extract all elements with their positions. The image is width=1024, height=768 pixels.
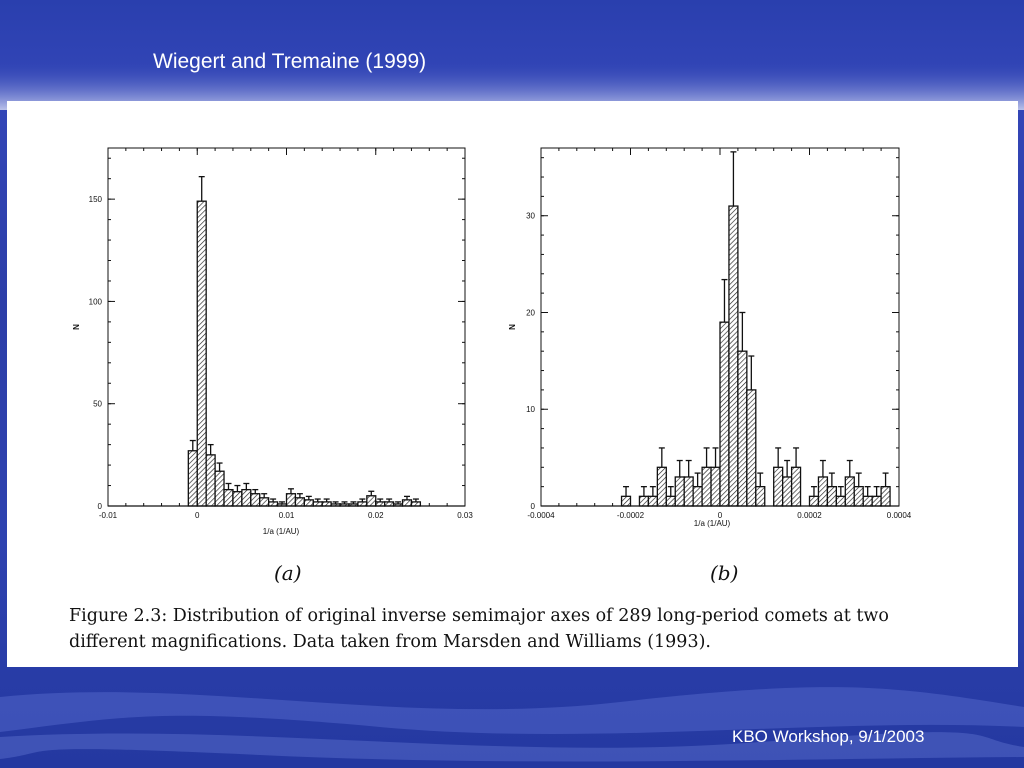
bar xyxy=(366,495,377,507)
bar xyxy=(294,497,305,507)
bar xyxy=(638,495,650,507)
bar xyxy=(321,501,332,507)
x-tick-label: 0.02 xyxy=(368,511,384,520)
figure-panel: -0.01 0 0.01 0.02 0.03 0 50 100 150 1/a (1/AU) N -… xyxy=(7,101,1018,667)
y-tick-label: 50 xyxy=(93,400,102,409)
bar xyxy=(401,499,413,507)
x-tick-label: 0.0004 xyxy=(887,511,912,520)
caption-line-1: Figure 2.3: Distribution of original inv… xyxy=(69,606,889,626)
bar xyxy=(384,501,395,507)
bar xyxy=(844,476,855,507)
bar xyxy=(410,501,422,507)
bar xyxy=(746,389,757,507)
x-tick-label: -0.0002 xyxy=(617,511,645,520)
bar xyxy=(196,200,207,507)
y-tick-label: 150 xyxy=(89,195,103,204)
bar xyxy=(692,485,703,507)
bar xyxy=(790,466,802,507)
x-axis-label: 1/a (1/AU) xyxy=(263,527,300,536)
bar xyxy=(665,495,676,507)
bar xyxy=(835,495,846,507)
bar xyxy=(187,450,198,507)
bar xyxy=(214,470,225,507)
x-tick-label: 0 xyxy=(718,511,723,520)
x-axis-label: 1/a (1/AU) xyxy=(694,519,731,528)
bar xyxy=(683,476,694,507)
x-tick-label: 0.01 xyxy=(279,511,295,520)
bar xyxy=(808,495,820,507)
x-tick-label: -0.0004 xyxy=(527,511,555,520)
bar xyxy=(862,495,873,507)
bar xyxy=(620,495,632,507)
bar xyxy=(312,501,323,507)
x-tick-label: 0.03 xyxy=(457,511,473,520)
bar xyxy=(880,485,891,507)
bar xyxy=(710,466,721,507)
bar xyxy=(656,466,667,507)
plot-frame xyxy=(107,147,466,507)
bar xyxy=(871,495,882,507)
histogram-b: -0.0004 -0.0002 0 0.0002 0.0004 0 10 20 30 1/a (1… xyxy=(508,147,912,528)
slide-title: Wiegert and Tremaine (1999) xyxy=(153,50,427,73)
panel-label-b: (b) xyxy=(710,561,739,585)
y-tick-label: 0 xyxy=(98,502,103,511)
bar xyxy=(375,501,386,507)
y-tick-label: 30 xyxy=(526,212,535,221)
bar xyxy=(303,499,314,507)
bar xyxy=(728,205,739,507)
bar xyxy=(674,476,685,507)
caption-line-2: different magnifications. Data taken fro… xyxy=(69,632,711,652)
bar xyxy=(719,321,730,507)
bar xyxy=(267,501,279,507)
bar xyxy=(701,466,712,507)
panel-label-a: (a) xyxy=(274,561,302,585)
y-tick-label: 0 xyxy=(531,502,536,511)
bar xyxy=(817,476,829,507)
bar xyxy=(826,485,838,507)
y-tick-label: 100 xyxy=(89,297,103,306)
y-axis-label: N xyxy=(72,324,81,330)
bar xyxy=(647,495,659,507)
y-axis-label: N xyxy=(508,324,517,330)
x-tick-label: 0.0002 xyxy=(797,511,822,520)
y-tick-label: 20 xyxy=(526,308,535,317)
footer-text: KBO Workshop, 9/1/2003 xyxy=(732,727,925,746)
bar xyxy=(232,491,243,507)
x-tick-label: 0 xyxy=(195,511,200,520)
bar xyxy=(755,485,766,507)
bar xyxy=(737,350,748,507)
bar xyxy=(782,476,793,507)
bar xyxy=(853,485,864,507)
bar xyxy=(223,488,234,507)
bar xyxy=(250,493,261,507)
bar xyxy=(205,454,216,507)
y-tick-label: 10 xyxy=(526,405,535,414)
bar xyxy=(285,493,297,507)
bar xyxy=(259,497,270,507)
bar xyxy=(773,466,784,507)
x-tick-label: -0.01 xyxy=(99,511,118,520)
bar xyxy=(357,501,368,507)
footer-wave xyxy=(0,687,1024,762)
bar xyxy=(241,488,252,507)
